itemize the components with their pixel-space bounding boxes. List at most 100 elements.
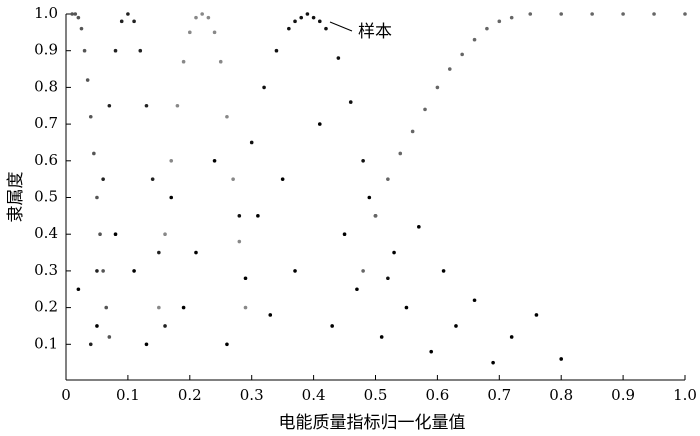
point	[132, 269, 136, 273]
annotation-arrow	[329, 21, 353, 32]
point	[317, 122, 322, 126]
point	[447, 67, 452, 71]
point	[212, 30, 217, 35]
point	[559, 357, 563, 361]
point	[249, 140, 254, 145]
point	[157, 250, 161, 255]
point	[243, 305, 248, 310]
point	[534, 313, 539, 317]
point	[256, 214, 260, 218]
point	[101, 269, 105, 273]
x-tick-label: 0.3	[240, 386, 264, 404]
point	[392, 250, 396, 255]
point	[82, 48, 87, 53]
point	[150, 177, 155, 181]
x-axis-label: 电能质量指标归一化量值	[279, 413, 466, 433]
point	[88, 114, 93, 119]
point	[361, 269, 365, 273]
point	[454, 324, 458, 328]
point	[218, 59, 223, 64]
point	[200, 12, 204, 16]
point	[73, 12, 78, 16]
x-tick-label: 0.7	[487, 386, 511, 404]
point	[348, 100, 353, 104]
point	[509, 335, 514, 339]
point	[528, 12, 533, 16]
point	[92, 151, 96, 156]
x-tick-label: 0.8	[549, 386, 573, 404]
point	[194, 15, 198, 20]
point	[293, 269, 297, 273]
point	[212, 159, 217, 163]
point	[101, 177, 105, 181]
point	[98, 232, 102, 236]
point	[379, 335, 384, 339]
point	[355, 287, 359, 292]
point	[132, 19, 136, 24]
point	[367, 195, 372, 200]
point	[163, 232, 167, 236]
point	[95, 324, 99, 328]
point	[113, 48, 118, 53]
point	[104, 305, 109, 310]
point	[280, 177, 285, 181]
point	[169, 195, 174, 200]
y-tick-label: 0.9	[34, 41, 58, 59]
point	[243, 276, 248, 281]
point	[441, 269, 446, 273]
point	[237, 214, 242, 218]
y-tick-label: 0.6	[34, 151, 58, 169]
point	[268, 313, 273, 317]
point	[231, 177, 235, 181]
y-axis-label: 隶属度	[6, 172, 26, 223]
point	[485, 26, 489, 31]
x-tick-label: 0.2	[178, 386, 202, 404]
point	[509, 15, 514, 20]
point	[144, 103, 149, 108]
y-tick-label: 1.0	[34, 4, 58, 22]
point	[181, 59, 186, 64]
point	[107, 103, 112, 108]
point	[163, 324, 167, 328]
point	[169, 159, 174, 163]
point	[299, 15, 304, 20]
y-tick-label: 0.4	[34, 224, 58, 242]
x-tick-label: 0.6	[425, 386, 449, 404]
y-tick-label: 0.1	[34, 334, 58, 352]
point	[119, 19, 124, 24]
point	[107, 335, 112, 339]
point	[417, 225, 421, 229]
point	[113, 232, 118, 236]
point	[305, 12, 310, 16]
point	[435, 85, 440, 90]
point	[386, 177, 390, 181]
y-tick-label: 0.2	[34, 298, 58, 316]
point	[429, 349, 434, 354]
point	[70, 12, 74, 16]
point	[188, 30, 192, 35]
point	[95, 269, 99, 273]
point	[621, 12, 625, 16]
point	[194, 250, 198, 255]
point	[85, 78, 90, 82]
point	[237, 239, 242, 244]
x-tick-label: 0.5	[364, 386, 388, 404]
point	[324, 26, 328, 31]
point	[683, 12, 687, 16]
point	[311, 15, 316, 20]
point	[206, 15, 211, 20]
point	[386, 276, 390, 281]
point	[144, 342, 149, 347]
y-tick-label: 0.3	[34, 261, 58, 279]
point	[126, 12, 130, 16]
point	[652, 12, 656, 16]
x-tick-label: 1.0	[673, 386, 697, 404]
point	[398, 151, 403, 156]
point	[472, 37, 477, 42]
x-tick-label: 0.4	[302, 386, 326, 404]
y-tick-label: 0.5	[34, 188, 58, 206]
point	[410, 129, 415, 134]
point	[472, 298, 477, 303]
point	[262, 85, 266, 90]
